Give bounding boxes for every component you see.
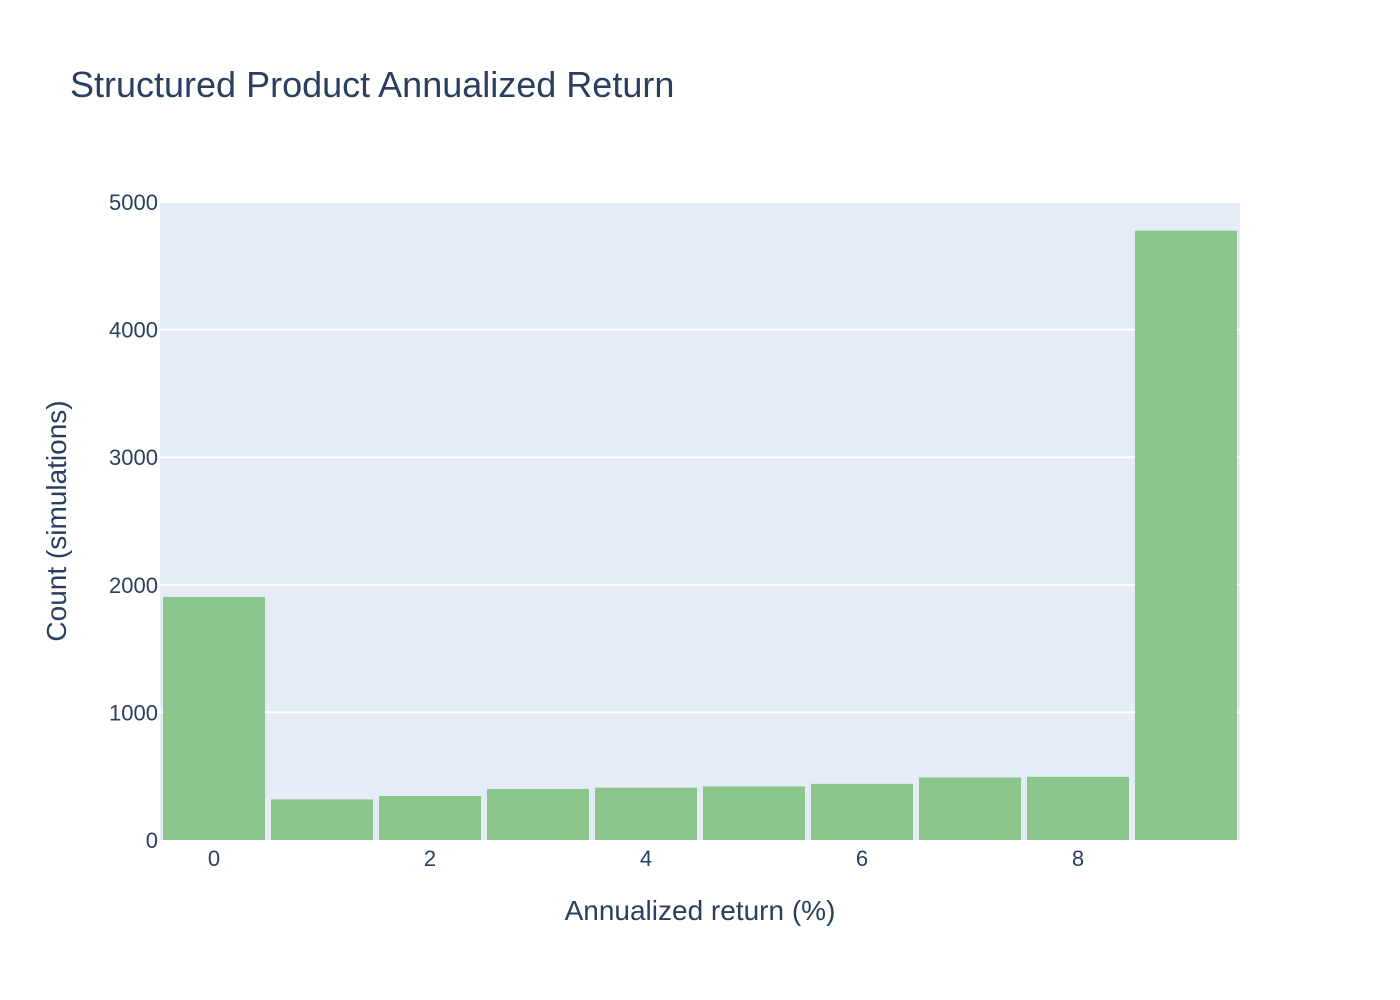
histogram-bar [1135, 230, 1237, 840]
y-tick-label: 3000 [109, 445, 158, 470]
histogram-bar [271, 799, 373, 840]
histogram-bar [919, 777, 1021, 840]
histogram-bar [703, 786, 805, 840]
x-axis-title: Annualized return (%) [565, 895, 836, 926]
bars [163, 230, 1237, 840]
chart-title: Structured Product Annualized Return [70, 64, 675, 105]
x-tick-label: 0 [208, 846, 220, 871]
x-axis-ticks: 0 2 4 6 8 [208, 846, 1084, 871]
histogram-bar [811, 783, 913, 840]
histogram-bar [1027, 776, 1129, 840]
x-tick-label: 4 [640, 846, 652, 871]
gridlines [160, 201, 1240, 714]
y-tick-label: 5000 [109, 190, 158, 215]
x-tick-label: 8 [1072, 846, 1084, 871]
y-tick-label: 0 [146, 828, 158, 853]
histogram-bar [379, 795, 481, 840]
histogram-bar [487, 788, 589, 840]
histogram-bar [163, 596, 265, 840]
x-tick-label: 2 [424, 846, 436, 871]
histogram-bar [595, 787, 697, 840]
y-tick-label: 4000 [109, 318, 158, 343]
plot-background [160, 202, 1240, 840]
y-tick-label: 2000 [109, 573, 158, 598]
y-axis-ticks: 0 1000 2000 3000 4000 5000 [109, 190, 158, 853]
y-tick-label: 1000 [109, 700, 158, 725]
x-tick-label: 6 [856, 846, 868, 871]
y-axis-title: Count (simulations) [41, 400, 72, 641]
